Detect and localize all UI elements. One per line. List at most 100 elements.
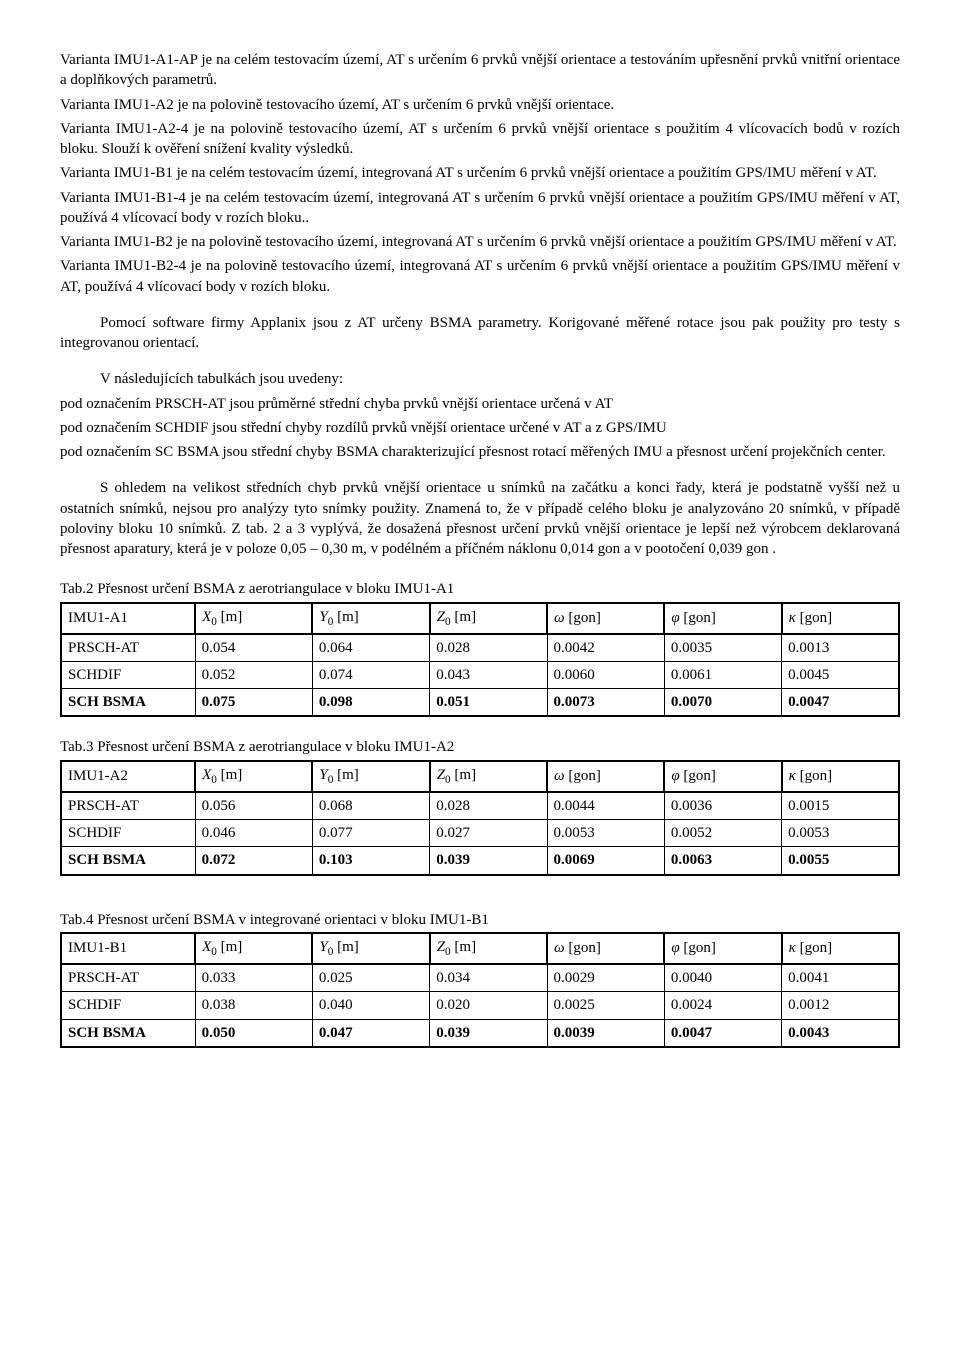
cell: 0.0045 [782,661,899,688]
cell: 0.040 [312,992,429,1019]
col-header-x0: X0 [m] [195,603,312,634]
cell: 0.072 [195,847,312,875]
col-header-y0: Y0 [m] [312,603,429,634]
table-row: SCH BSMA 0.075 0.098 0.051 0.0073 0.0070… [61,689,899,717]
cell: 0.020 [430,992,547,1019]
paragraph: Varianta IMU1-B1-4 je na celém testovací… [60,188,900,229]
cell: 0.077 [312,820,429,847]
col-header-phi: φ [gon] [664,933,781,964]
paragraph: V následujících tabulkách jsou uvedeny: [60,369,900,389]
col-header-kappa: κ [gon] [782,761,899,792]
cell: 0.0041 [782,964,899,992]
table-row: SCH BSMA 0.072 0.103 0.039 0.0069 0.0063… [61,847,899,875]
col-header-omega: ω [gon] [547,933,664,964]
cell: 0.056 [195,792,312,820]
cell: 0.047 [312,1019,429,1047]
cell: 0.046 [195,820,312,847]
cell: 0.0042 [547,634,664,662]
cell: 0.052 [195,661,312,688]
cell: 0.0055 [782,847,899,875]
cell: 0.0070 [664,689,781,717]
cell: 0.074 [312,661,429,688]
table-imu1-b1: IMU1-B1 X0 [m] Y0 [m] Z0 [m] ω [gon] φ [… [60,932,900,1048]
cell: 0.0053 [782,820,899,847]
col-header-omega: ω [gon] [547,761,664,792]
paragraph: Varianta IMU1-B2-4 je na polovině testov… [60,256,900,297]
col-header-phi: φ [gon] [664,761,781,792]
cell: 0.0044 [547,792,664,820]
paragraph: Varianta IMU1-B2 je na polovině testovac… [60,232,900,252]
cell: 0.068 [312,792,429,820]
cell: 0.027 [430,820,547,847]
paragraph: pod označením PRSCH-AT jsou průměrné stř… [60,394,900,414]
col-header-kappa: κ [gon] [782,933,899,964]
row-label: PRSCH-AT [61,964,195,992]
paragraph: S ohledem na velikost středních chyb prv… [60,478,900,559]
cell: 0.0036 [664,792,781,820]
table-caption-2: Tab.2 Přesnost určení BSMA z aerotriangu… [60,579,900,599]
cell: 0.039 [430,847,547,875]
table-header-row: IMU1-A2 X0 [m] Y0 [m] Z0 [m] ω [gon] φ [… [61,761,899,792]
cell: 0.050 [195,1019,312,1047]
table-row: SCH BSMA 0.050 0.047 0.039 0.0039 0.0047… [61,1019,899,1047]
table-row: PRSCH-AT 0.033 0.025 0.034 0.0029 0.0040… [61,964,899,992]
row-label: SCHDIF [61,661,195,688]
cell: 0.0047 [782,689,899,717]
row-label: SCH BSMA [61,1019,195,1047]
cell: 0.0012 [782,992,899,1019]
cell: 0.0025 [547,992,664,1019]
cell: 0.039 [430,1019,547,1047]
col-header-x0: X0 [m] [195,761,312,792]
cell: 0.0053 [547,820,664,847]
paragraph: Varianta IMU1-B1 je na celém testovacím … [60,163,900,183]
cell: 0.0061 [664,661,781,688]
cell: 0.0035 [664,634,781,662]
paragraph: Varianta IMU1-A1-AP je na celém testovac… [60,50,900,91]
cell: 0.028 [430,792,547,820]
cell: 0.0013 [782,634,899,662]
paragraph: pod označením SC BSMA jsou střední chyby… [60,442,900,462]
paragraph: Varianta IMU1-A2 je na polovině testovac… [60,95,900,115]
cell: 0.0040 [664,964,781,992]
cell: 0.025 [312,964,429,992]
cell: 0.043 [430,661,547,688]
cell: 0.0039 [547,1019,664,1047]
cell: 0.038 [195,992,312,1019]
table-imu1-a1: IMU1-A1 X0 [m] Y0 [m] Z0 [m] ω [gon] φ [… [60,602,900,718]
cell: 0.033 [195,964,312,992]
cell: 0.054 [195,634,312,662]
cell: 0.064 [312,634,429,662]
table-row: SCHDIF 0.038 0.040 0.020 0.0025 0.0024 0… [61,992,899,1019]
cell: 0.098 [312,689,429,717]
col-header-omega: ω [gon] [547,603,664,634]
table-row: SCHDIF 0.052 0.074 0.043 0.0060 0.0061 0… [61,661,899,688]
col-header-z0: Z0 [m] [430,761,547,792]
table-header-row: IMU1-B1 X0 [m] Y0 [m] Z0 [m] ω [gon] φ [… [61,933,899,964]
col-header-x0: X0 [m] [195,933,312,964]
cell: 0.0047 [664,1019,781,1047]
col-header-z0: Z0 [m] [430,933,547,964]
table-caption-3: Tab.3 Přesnost určení BSMA z aerotriangu… [60,737,900,757]
row-label: SCH BSMA [61,847,195,875]
paragraph: pod označením SCHDIF jsou střední chyby … [60,418,900,438]
table-row: SCHDIF 0.046 0.077 0.027 0.0053 0.0052 0… [61,820,899,847]
col-header-y0: Y0 [m] [312,933,429,964]
cell: 0.075 [195,689,312,717]
col-header-phi: φ [gon] [664,603,781,634]
table-corner-cell: IMU1-A1 [61,603,195,634]
cell: 0.0063 [664,847,781,875]
cell: 0.0052 [664,820,781,847]
row-label: PRSCH-AT [61,634,195,662]
cell: 0.0069 [547,847,664,875]
col-header-kappa: κ [gon] [782,603,899,634]
table-header-row: IMU1-A1 X0 [m] Y0 [m] Z0 [m] ω [gon] φ [… [61,603,899,634]
cell: 0.103 [312,847,429,875]
cell: 0.0043 [782,1019,899,1047]
cell: 0.0015 [782,792,899,820]
col-header-z0: Z0 [m] [430,603,547,634]
table-caption-4: Tab.4 Přesnost určení BSMA v integrované… [60,910,900,930]
cell: 0.0029 [547,964,664,992]
row-label: PRSCH-AT [61,792,195,820]
cell: 0.034 [430,964,547,992]
paragraph: Pomocí software firmy Applanix jsou z AT… [60,313,900,354]
